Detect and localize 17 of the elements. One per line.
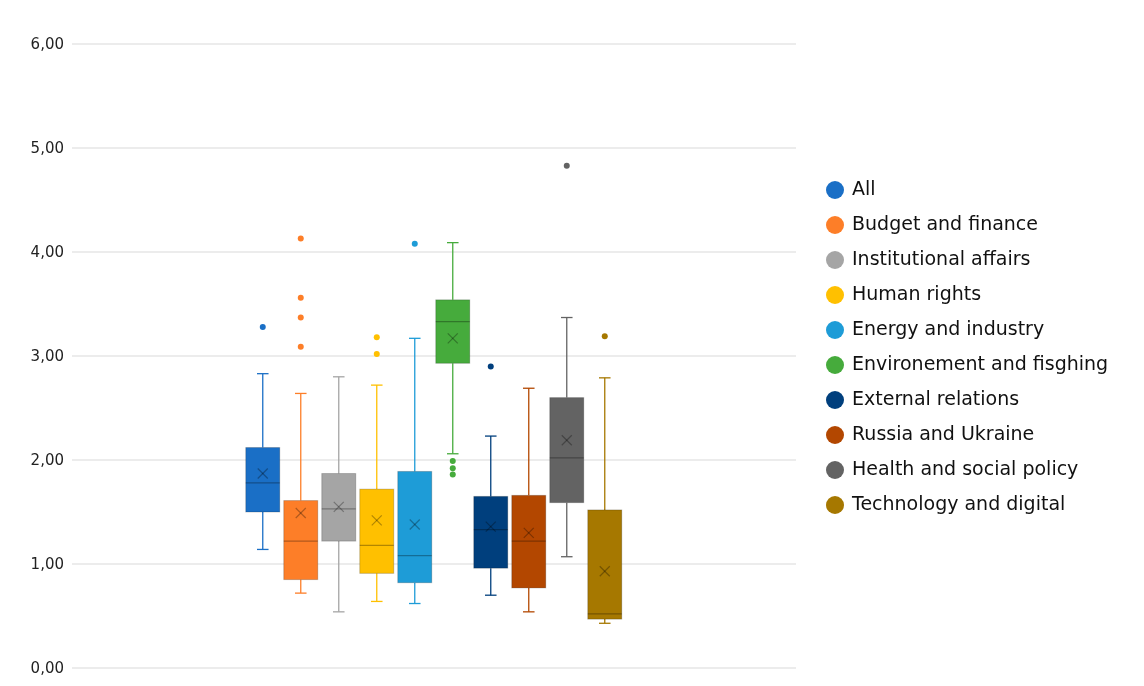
legend-label: Budget and finance — [852, 212, 1038, 234]
y-tick-label: 2,00 — [30, 451, 64, 470]
legend-label: Environement and fisghing — [852, 352, 1109, 374]
y-tick-label: 1,00 — [30, 555, 64, 574]
legend-label: Human rights — [852, 282, 982, 304]
y-tick-label: 6,00 — [30, 35, 64, 54]
y-tick-label: 3,00 — [30, 347, 64, 366]
legend-label: Energy and industry — [852, 317, 1045, 339]
legend-label: Technology and digital — [852, 492, 1066, 514]
legend-label: All — [852, 177, 876, 199]
legend-label: Health and social policy — [852, 457, 1079, 479]
legend-label: Institutional affairs — [852, 247, 1031, 269]
y-tick-label: 0,00 — [30, 659, 64, 678]
y-tick-label: 5,00 — [30, 139, 64, 158]
legend-label: Russia and Ukraine — [852, 422, 1035, 444]
y-tick-label: 4,00 — [30, 243, 64, 262]
legend-label: External relations — [852, 387, 1020, 409]
